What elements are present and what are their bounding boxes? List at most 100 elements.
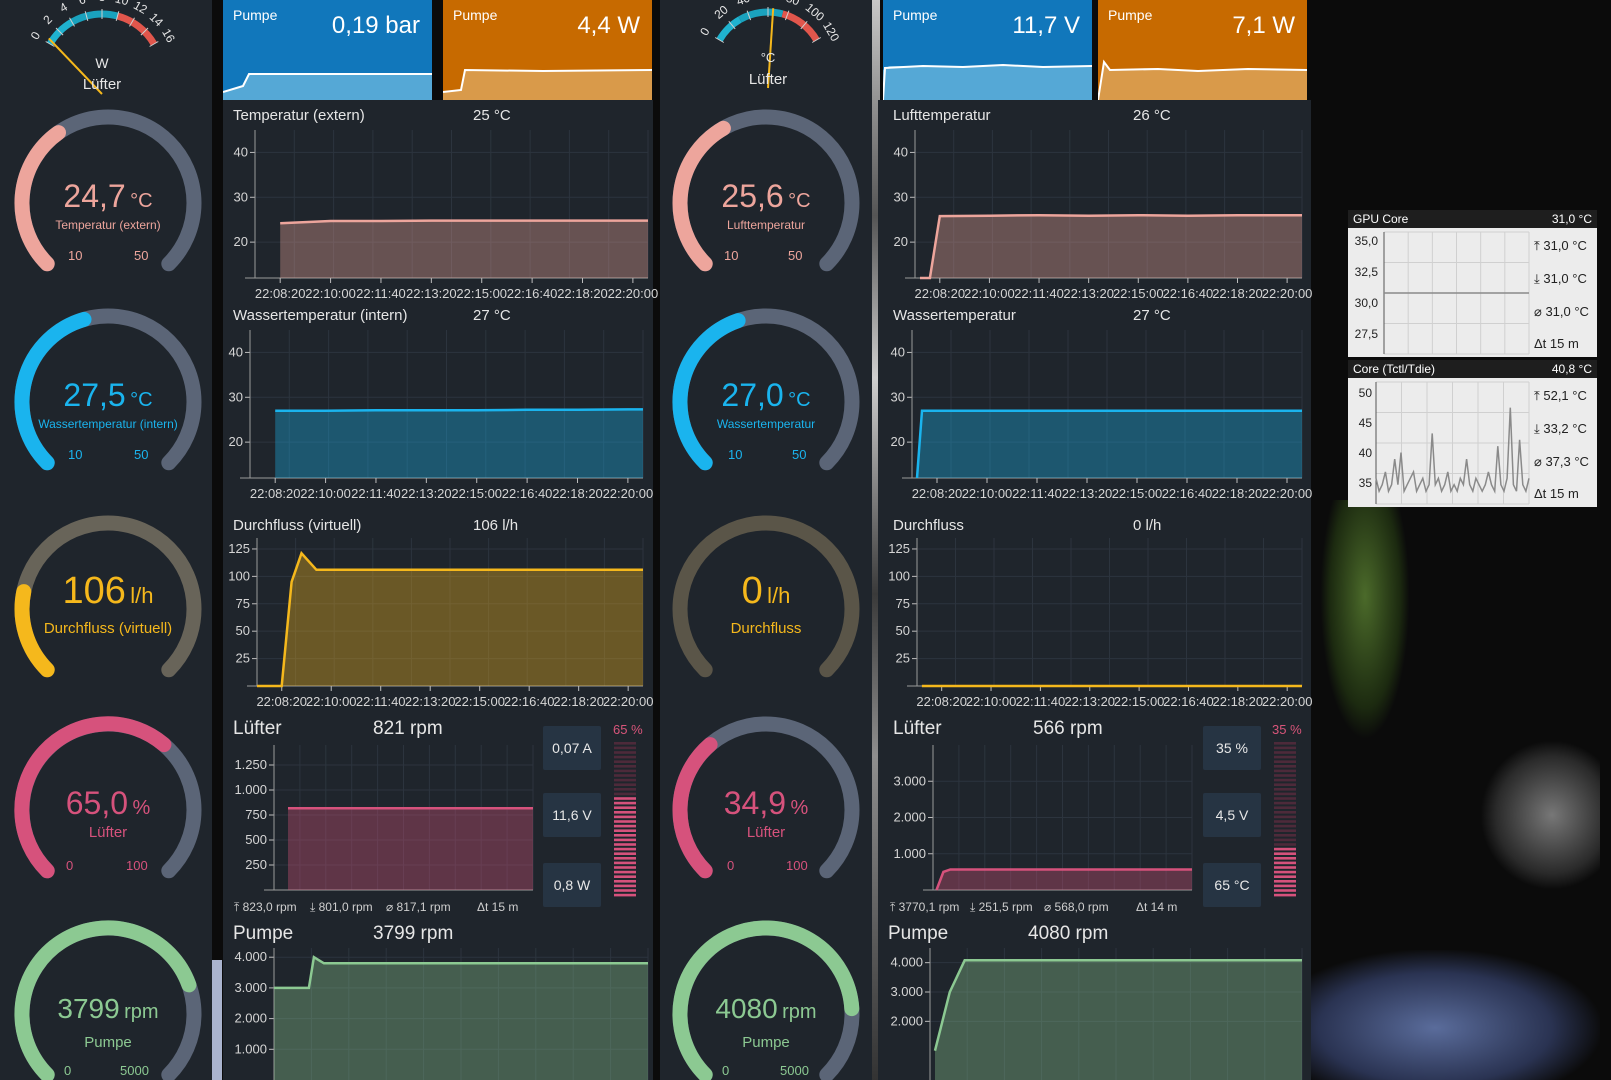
gpu-core-sensor-graph[interactable]: GPU Core 31,0 °C 35,0 32,5 30,0 27,5 ⤒ 3… [1348, 210, 1597, 357]
level-segment [614, 838, 636, 842]
right-chart-1-title: Lufttemperatur [893, 107, 991, 124]
y-tick-label: 1.250 [234, 757, 267, 772]
left-gauge-pump-min: 0 [64, 1063, 72, 1078]
level-segment [614, 742, 636, 745]
x-tick-label: 22:16:40 [1163, 286, 1214, 301]
left-gauge-flow-arc [14, 515, 202, 678]
level-segment [1274, 834, 1296, 837]
level-segment [1274, 783, 1296, 786]
left-fan-stat-avg: ⌀ 817,1 rpm [386, 900, 451, 914]
y-tick-label: 25 [896, 651, 910, 666]
y-tick-label: 75 [236, 596, 250, 611]
dial-segment [781, 10, 820, 42]
level-segment [1274, 797, 1296, 800]
x-tick-label: 22:11:40 [356, 694, 406, 709]
left-pump-power-tile[interactable]: Pumpe 4,4 W [443, 0, 652, 100]
series-line [920, 213, 1302, 280]
y-tick-label: 750 [245, 807, 267, 822]
right-gauge-water-label: Wassertemperatur [716, 417, 816, 431]
right-chart-5[interactable]: 4.000 3.000 2.000 [0, 0, 1303, 1080]
left-top-gauge-dial: 0246810121416 [28, 0, 178, 95]
right-top-gauge-dial: 020406080100120 [697, 0, 842, 89]
x-tick-label: 22:13:20 [406, 286, 457, 301]
dial-tick-label: 16 [159, 26, 178, 45]
left-chart-2-title: Wassertemperatur (intern) [233, 307, 408, 324]
right-pump-power-tile[interactable]: Pumpe 7,1 W [1098, 0, 1307, 100]
series-line [915, 409, 1302, 479]
dial-tick [129, 17, 135, 27]
level-segment [1274, 884, 1296, 888]
x-tick-label: 22:18:20 [552, 486, 603, 501]
right-top-gauge-label: Lüfter [748, 71, 788, 88]
level-segment [614, 788, 636, 791]
left-top-gauge-label: Lüfter [82, 76, 122, 93]
x-tick-label: 22:20:00 [1262, 286, 1313, 301]
left-gauge-flow-label: Durchfluss (virtuell) [43, 620, 173, 637]
level-segment [1274, 843, 1296, 846]
x-tick-label: 22:15:00 [1112, 486, 1163, 501]
right-gauge-pump-value: 4080 rpm [715, 993, 817, 1024]
right-fan-voltage-chip: 4,5 V [1203, 793, 1261, 837]
right-gauge-water-min: 10 [728, 447, 743, 462]
level-segment [614, 806, 636, 809]
x-tick-label: 22:16:40 [1162, 486, 1213, 501]
left-pump-pressure-value: 0,19 bar [331, 12, 420, 39]
left-pump-pressure-tile[interactable]: Pumpe 0,19 bar [223, 0, 432, 100]
series-area [920, 215, 1302, 278]
level-segment [1274, 889, 1296, 892]
x-tick-label: 22:15:00 [451, 486, 502, 501]
level-segment [614, 866, 636, 869]
y-tick-label: 20 [229, 434, 243, 449]
gpu-core-stat-min: ⤓ 31,0 °C [1534, 271, 1587, 286]
x-tick-label: 22:10:00 [300, 486, 351, 501]
right-gauge-fan-max: 100 [786, 858, 808, 873]
right-gauge-flow-label: Durchfluss [730, 620, 802, 637]
right-fan-stat-max: ⤒ 3770,1 rpm [890, 900, 960, 914]
gauge-track [672, 515, 860, 678]
right-chart-4[interactable]: 3.000 2.000 1.000 [0, 0, 1193, 891]
y-tick-label: 20 [891, 434, 905, 449]
y-tick-label: 40 [229, 344, 243, 359]
level-segment [1274, 820, 1296, 823]
level-segment [614, 884, 636, 888]
level-segment [1274, 751, 1296, 754]
right-pump-power-value: 7,1 W [1232, 12, 1295, 39]
left-fan-level-bar [614, 742, 636, 897]
level-segment [1274, 811, 1296, 814]
right-chart-5-title: Pumpe [888, 923, 949, 944]
cpu-core-ytick: 45 [1358, 416, 1372, 430]
right-gauge-temperature-arc [672, 109, 860, 272]
left-gauge-temperature-min: 10 [68, 248, 83, 263]
series-area [275, 409, 643, 478]
right-gauge-pump-label: Pumpe [742, 1034, 790, 1051]
series-area [280, 220, 648, 278]
cpu-core-sensor-graph[interactable]: Core (Tctl/Tdie) 40,8 °C 50 45 40 35 ⤒ 5… [1348, 360, 1597, 507]
right-pump-voltage-sparkline [883, 63, 1092, 100]
y-tick-label: 2.000 [234, 1011, 267, 1026]
right-pump-voltage-tile[interactable]: Pumpe 11,7 V [883, 0, 1092, 100]
gpu-core-stat-span: Δt 15 m [1534, 336, 1579, 351]
left-chart-5[interactable]: 4.000 3.000 2.000 1.000 [0, 0, 649, 1080]
y-tick-label: 25 [236, 651, 250, 666]
left-fan-voltage-chip: 11,6 V [543, 793, 601, 837]
y-tick-label: 100 [228, 568, 250, 583]
gpu-core-ytick: 35,0 [1354, 234, 1378, 248]
right-gauge-water-value: 27,0 °C [721, 377, 811, 413]
level-segment [614, 801, 636, 805]
left-pump-pressure-label: Pumpe [233, 7, 278, 23]
level-segment [614, 889, 636, 892]
gauge-fill [14, 584, 55, 678]
cpu-core-stat-max: ⤒ 52,1 °C [1534, 388, 1587, 403]
cpu-core-stat-span: Δt 15 m [1534, 486, 1579, 501]
x-tick-label: 22:08:20 [255, 286, 306, 301]
left-top-gauge-unit: W [95, 55, 109, 71]
level-segment [614, 834, 636, 837]
cpu-core-sensor-plot [1375, 381, 1530, 505]
